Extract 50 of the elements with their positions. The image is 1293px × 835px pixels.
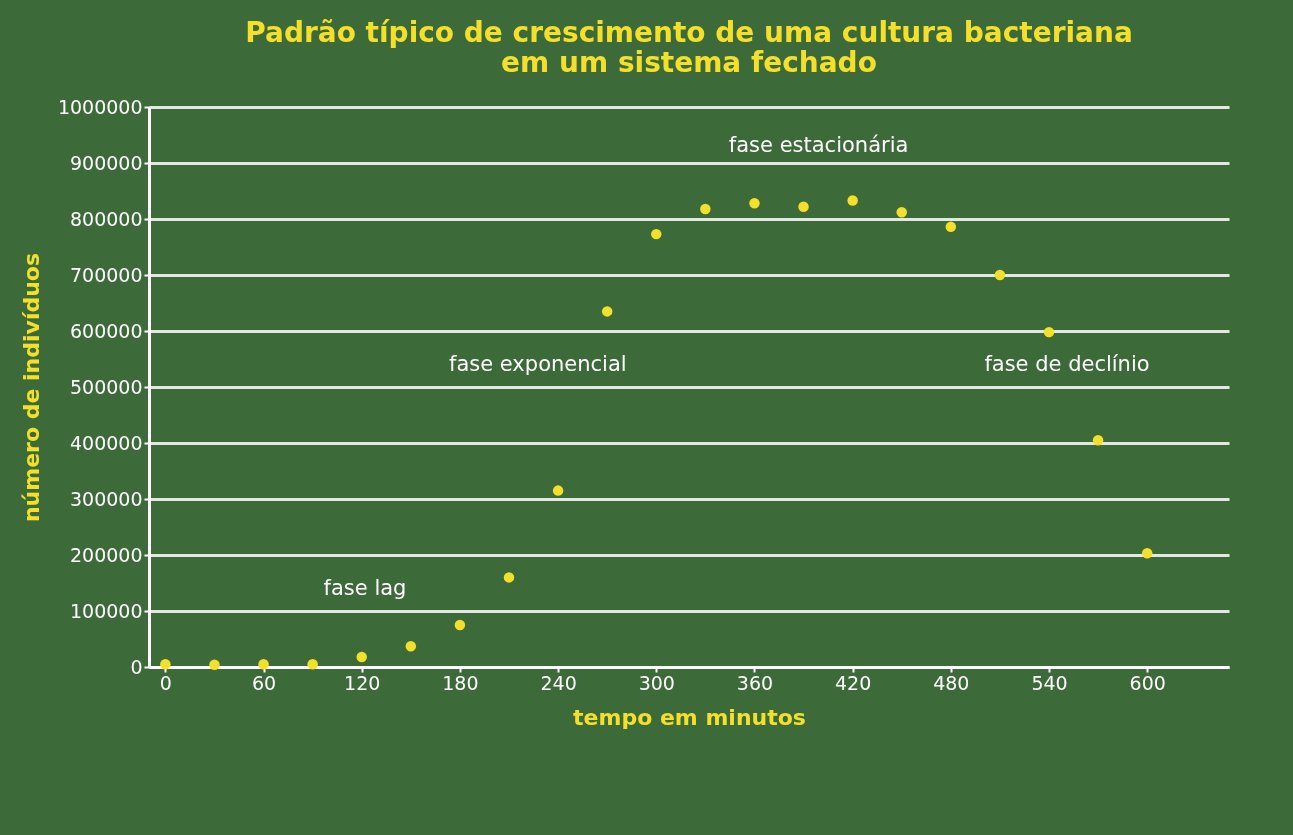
y-tick-label: 200000 <box>69 543 143 566</box>
point <box>896 207 907 218</box>
x-tick-label: 240 <box>540 671 577 694</box>
x-tick-label: 480 <box>933 671 970 694</box>
point <box>503 572 515 583</box>
point <box>405 641 417 652</box>
y-tick-label: 100000 <box>69 599 143 622</box>
point <box>307 658 318 670</box>
x-tick-label: 0 <box>159 671 172 694</box>
chart-title: Padrão típico de crescimento de uma cultura bacteriana em um sistema fechado <box>245 16 1133 79</box>
point <box>994 269 1006 281</box>
y-tick-label: 0 <box>130 655 143 678</box>
point <box>651 228 662 240</box>
point <box>258 658 269 670</box>
point <box>700 203 711 215</box>
annotation: fase de declínio <box>984 351 1150 376</box>
y-tick-label: 300000 <box>69 487 143 510</box>
x-tick-label: 180 <box>442 671 479 694</box>
y-tick-label: 400000 <box>69 431 143 454</box>
point <box>552 485 564 496</box>
x-tick-label: 60 <box>251 671 277 694</box>
y-axis-title: número de indivíduos <box>18 252 44 523</box>
x-axis-title: tempo em minutos <box>573 704 806 730</box>
point <box>1141 548 1153 559</box>
y-tick-label: 700000 <box>69 263 143 286</box>
annotation: fase lag <box>323 575 407 600</box>
y-tick-label: 800000 <box>69 207 143 230</box>
annotation: fase estacionária <box>728 133 909 158</box>
point <box>160 658 171 670</box>
y-tick-label: 900000 <box>69 151 143 174</box>
point <box>1092 434 1104 446</box>
x-tick-label: 420 <box>835 671 872 694</box>
x-tick-label: 120 <box>344 671 381 694</box>
point <box>454 619 466 631</box>
point <box>749 198 760 209</box>
point <box>847 195 858 206</box>
x-tick-label: 600 <box>1129 671 1166 694</box>
x-tick-label: 300 <box>638 671 675 694</box>
point <box>356 651 367 663</box>
y-tick-label: 1000000 <box>57 95 143 118</box>
y-tick-label: 500000 <box>69 375 143 398</box>
y-tick-label: 600000 <box>69 319 143 342</box>
x-tick-label: 540 <box>1031 671 1068 694</box>
point <box>798 201 809 212</box>
x-tick-label: 360 <box>736 671 774 694</box>
point <box>1043 326 1055 338</box>
point <box>945 221 957 233</box>
point <box>209 659 220 670</box>
point <box>601 306 613 317</box>
annotation: fase exponencial <box>449 351 627 376</box>
